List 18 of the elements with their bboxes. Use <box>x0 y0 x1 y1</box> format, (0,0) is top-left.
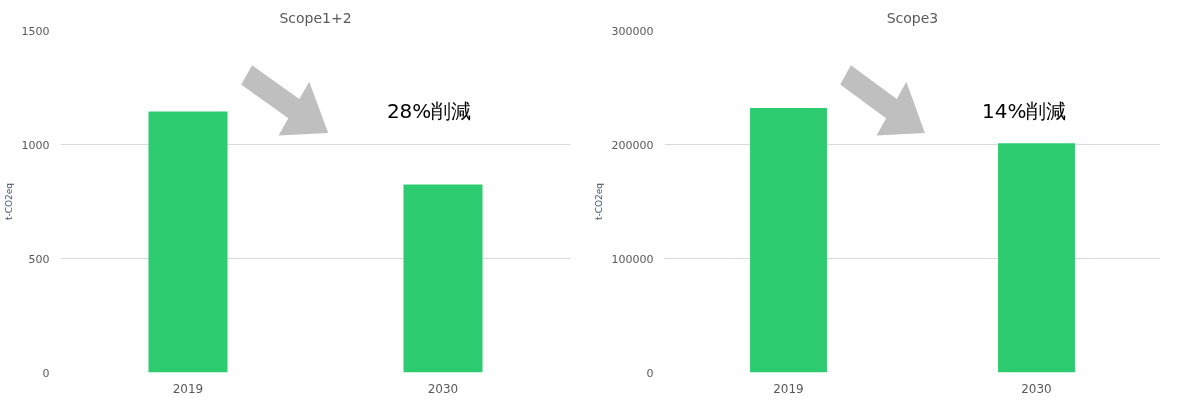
y-tick-label: 100000 <box>611 252 654 266</box>
y-axis-title: t-CO2eq <box>3 182 14 221</box>
chart-title: Scope3 <box>886 9 939 26</box>
annotation: 14%削減 <box>981 98 1067 123</box>
y-tick-label: 1000 <box>21 138 50 152</box>
x-tick-label: 2030 <box>1021 381 1052 396</box>
y-tick-label: 0 <box>42 366 50 380</box>
y-tick-label: 300000 <box>611 24 654 38</box>
y-tick-label: 200000 <box>611 138 654 152</box>
y-tick-label: 0 <box>646 366 654 380</box>
y-tick-label: 1500 <box>21 24 50 38</box>
x-tick-label: 2030 <box>427 381 459 396</box>
x-tick-label: 2019 <box>172 381 204 396</box>
x-tick-label: 2019 <box>773 381 804 396</box>
chart-title: Scope1+2 <box>279 9 352 26</box>
annotation: 28%削減 <box>386 98 472 123</box>
y-tick-label: 500 <box>28 252 50 266</box>
y-axis-title: t-CO2eq <box>593 182 604 221</box>
